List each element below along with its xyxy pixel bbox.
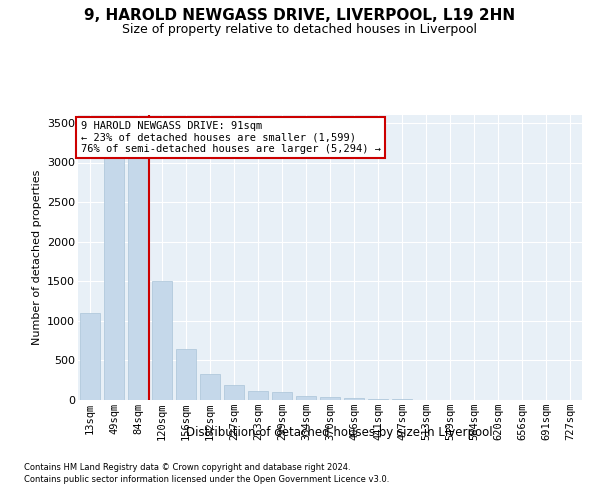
- Bar: [200, 374, 220, 400]
- Bar: [104, 154, 124, 400]
- Y-axis label: Number of detached properties: Number of detached properties: [32, 170, 41, 345]
- Bar: [248, 392, 268, 400]
- Text: Contains public sector information licensed under the Open Government Licence v3: Contains public sector information licen…: [24, 475, 389, 484]
- Bar: [344, 398, 364, 400]
- Text: 9, HAROLD NEWGASS DRIVE, LIVERPOOL, L19 2HN: 9, HAROLD NEWGASS DRIVE, LIVERPOOL, L19 …: [85, 8, 515, 22]
- Bar: [368, 398, 388, 400]
- Bar: [320, 397, 340, 400]
- Bar: [296, 396, 316, 400]
- Text: 9 HAROLD NEWGASS DRIVE: 91sqm
← 23% of detached houses are smaller (1,599)
76% o: 9 HAROLD NEWGASS DRIVE: 91sqm ← 23% of d…: [80, 120, 380, 154]
- Bar: [176, 348, 196, 400]
- Bar: [152, 281, 172, 400]
- Bar: [272, 392, 292, 400]
- Bar: [224, 385, 244, 400]
- Text: Size of property relative to detached houses in Liverpool: Size of property relative to detached ho…: [122, 22, 478, 36]
- Text: Distribution of detached houses by size in Liverpool: Distribution of detached houses by size …: [185, 426, 493, 439]
- Text: Contains HM Land Registry data © Crown copyright and database right 2024.: Contains HM Land Registry data © Crown c…: [24, 464, 350, 472]
- Bar: [128, 127, 148, 400]
- Bar: [392, 399, 412, 400]
- Bar: [80, 313, 100, 400]
